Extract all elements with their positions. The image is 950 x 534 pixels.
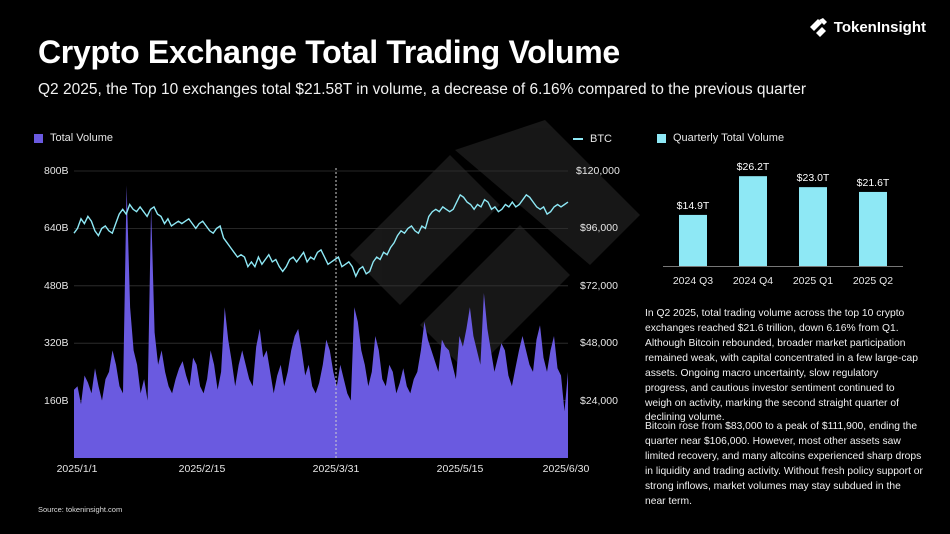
page-subtitle: Q2 2025, the Top 10 exchanges total $21.… — [38, 81, 807, 98]
bar — [739, 176, 767, 266]
btc-price-line — [73, 193, 569, 278]
source-note: Source: tokeninsight.com — [38, 505, 123, 514]
y-left-tick: 320B — [44, 337, 69, 349]
commentary-paragraph-1: In Q2 2025, total trading volume across … — [645, 308, 919, 424]
volume-area — [74, 185, 568, 458]
brand-logo: TokenInsight — [808, 17, 926, 37]
bar — [799, 187, 827, 266]
bar-value-label: $26.2T — [737, 161, 770, 173]
legend-quarterly: Quarterly Total Volume — [657, 132, 784, 144]
y-right-tick: $72,000 — [580, 280, 618, 292]
commentary-paragraph-2: Bitcoin rose from $83,000 to a peak of $… — [645, 421, 923, 507]
page-title: Crypto Exchange Total Trading Volume — [38, 34, 620, 70]
logo-text: TokenInsight — [833, 18, 926, 36]
legend-volume-label: Total Volume — [50, 132, 113, 144]
bar — [859, 191, 887, 266]
legend-quarterly-swatch — [657, 133, 666, 143]
legend-btc-label: BTC — [590, 133, 612, 145]
y-left-tick: 800B — [44, 165, 69, 177]
y-left-tick: 160B — [44, 395, 69, 407]
x-tick: 2025/3/31 — [312, 463, 360, 475]
y-right-tick: $48,000 — [580, 337, 618, 349]
legend-volume-swatch — [34, 133, 43, 143]
bar-category-label: 2025 Q1 — [793, 275, 833, 287]
x-tick: 2025/2/15 — [178, 463, 226, 475]
bar-value-label: $21.6T — [857, 177, 890, 189]
legend-quarterly-label: Quarterly Total Volume — [673, 132, 785, 144]
bar-category-label: 2024 Q4 — [733, 275, 773, 287]
bar — [679, 214, 707, 266]
bar-category-label: 2024 Q3 — [673, 275, 713, 287]
x-tick: 2025/1/1 — [56, 463, 98, 475]
tokeninsight-logo-icon — [809, 18, 827, 37]
y-right-tick: $120,000 — [576, 165, 620, 177]
bar-category-label: 2025 Q2 — [853, 275, 893, 287]
legend-btc-swatch — [573, 138, 583, 140]
legend-btc: BTC — [573, 133, 612, 145]
y-right-tick: $96,000 — [580, 222, 618, 234]
legend-volume: Total Volume — [34, 132, 113, 144]
x-tick: 2025/5/15 — [436, 463, 484, 475]
bar-value-label: $23.0T — [797, 172, 830, 184]
bar-value-label: $14.9T — [677, 200, 710, 212]
y-left-tick: 480B — [44, 280, 69, 292]
x-tick: 2025/6/30 — [542, 463, 590, 475]
y-right-tick: $24,000 — [580, 395, 618, 407]
y-left-tick: 640B — [44, 222, 69, 234]
